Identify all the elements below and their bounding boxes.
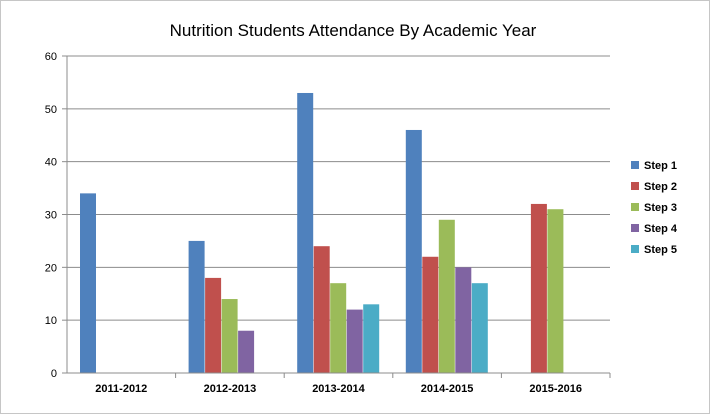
bar <box>471 283 488 373</box>
bar <box>330 283 347 373</box>
bar <box>405 129 422 373</box>
bar <box>80 193 96 373</box>
bar <box>547 209 564 373</box>
chart-title: Nutrition Students Attendance By Academi… <box>170 21 537 40</box>
gridlines <box>67 55 610 321</box>
legend: Step 1 Step 2 Step 3 Step 4 Step 5 <box>631 160 678 256</box>
bar <box>313 246 330 373</box>
bar <box>438 219 455 373</box>
legend-swatch <box>631 182 639 190</box>
legend-swatch <box>631 245 639 253</box>
bar <box>238 330 255 373</box>
x-tick-label: 2011-2012 <box>95 383 147 395</box>
x-tick-label: 2015-2016 <box>529 383 582 395</box>
x-tick-label: 2012-2013 <box>204 383 257 395</box>
legend-swatch <box>631 203 639 211</box>
legend-label: Step 1 <box>644 160 677 172</box>
y-tick-label: 60 <box>45 51 57 63</box>
bar <box>188 240 205 373</box>
legend-swatch <box>631 224 639 232</box>
y-axis: 0 10 20 30 40 50 60 <box>45 51 68 380</box>
legend-label: Step 5 <box>644 244 677 256</box>
y-tick-label: 20 <box>45 262 57 274</box>
y-tick-label: 30 <box>45 210 57 222</box>
legend-label: Step 4 <box>644 223 678 235</box>
bar <box>363 304 380 373</box>
x-tick-label: 2013-2014 <box>312 383 365 395</box>
bar <box>422 256 439 373</box>
y-tick-label: 10 <box>45 315 57 327</box>
bar <box>530 203 547 373</box>
x-tick-label: 2014-2015 <box>421 383 474 395</box>
bar <box>205 277 222 373</box>
y-tick-label: 40 <box>45 157 57 169</box>
legend-label: Step 2 <box>644 181 677 193</box>
bars <box>80 92 564 373</box>
legend-swatch <box>631 161 639 169</box>
y-tick-label: 50 <box>45 104 57 116</box>
bar <box>297 92 314 373</box>
bar <box>455 267 472 373</box>
bar <box>346 309 363 373</box>
x-axis: 2011-2012 2012-2013 2013-2014 2014-2015 2015… <box>67 372 611 395</box>
y-tick-label: 0 <box>51 368 57 380</box>
bar <box>221 299 238 373</box>
legend-label: Step 3 <box>644 202 677 214</box>
